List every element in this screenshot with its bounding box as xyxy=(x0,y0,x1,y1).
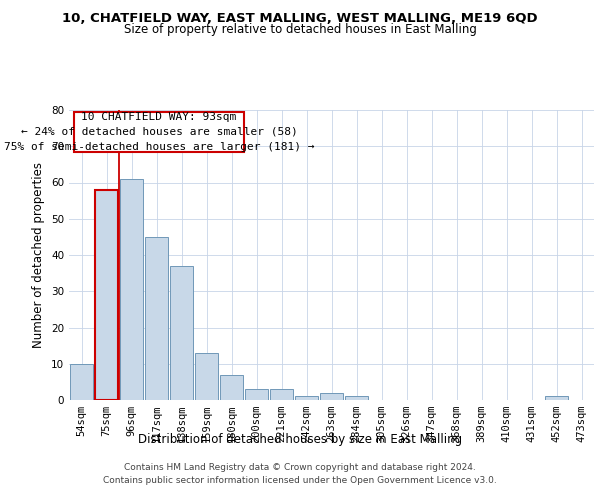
Bar xyxy=(295,396,319,400)
Bar xyxy=(194,353,218,400)
FancyBboxPatch shape xyxy=(74,112,244,152)
Bar xyxy=(320,393,343,400)
Bar xyxy=(245,389,268,400)
Bar xyxy=(545,396,568,400)
Bar xyxy=(170,266,193,400)
Bar xyxy=(95,190,118,400)
Bar xyxy=(119,179,143,400)
Text: Contains public sector information licensed under the Open Government Licence v3: Contains public sector information licen… xyxy=(103,476,497,485)
Text: Contains HM Land Registry data © Crown copyright and database right 2024.: Contains HM Land Registry data © Crown c… xyxy=(124,464,476,472)
Text: 10 CHATFIELD WAY: 93sqm
← 24% of detached houses are smaller (58)
75% of semi-de: 10 CHATFIELD WAY: 93sqm ← 24% of detache… xyxy=(4,112,314,152)
Bar xyxy=(344,396,368,400)
Text: Size of property relative to detached houses in East Malling: Size of property relative to detached ho… xyxy=(124,22,476,36)
Text: Distribution of detached houses by size in East Malling: Distribution of detached houses by size … xyxy=(138,432,462,446)
Y-axis label: Number of detached properties: Number of detached properties xyxy=(32,162,46,348)
Bar xyxy=(145,237,169,400)
Text: 10, CHATFIELD WAY, EAST MALLING, WEST MALLING, ME19 6QD: 10, CHATFIELD WAY, EAST MALLING, WEST MA… xyxy=(62,12,538,26)
Bar xyxy=(269,389,293,400)
Bar xyxy=(70,364,94,400)
Bar xyxy=(220,374,244,400)
